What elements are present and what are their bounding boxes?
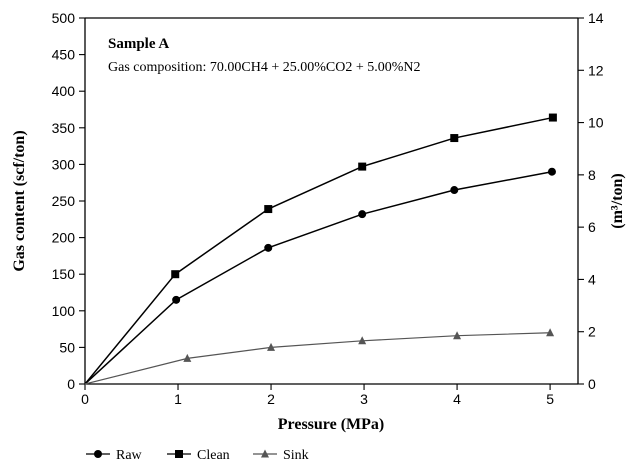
legend-item-clean: Clean (167, 448, 230, 462)
x-tick-label: 1 (174, 391, 182, 407)
y-tick-label: 50 (59, 339, 75, 355)
series-clean (84, 113, 557, 385)
y-tick-label: 400 (52, 83, 76, 99)
x-tick-label: 2 (267, 391, 275, 407)
data-point-raw (547, 167, 556, 176)
series-sink (84, 328, 555, 385)
y2-tick-label: 10 (588, 115, 604, 131)
legend-label-clean: Clean (197, 448, 230, 462)
y-tick-label: 250 (52, 193, 76, 209)
legend-label-sink: Sink (283, 448, 309, 462)
data-point-sink (183, 353, 192, 362)
series-line-sink (84, 332, 551, 385)
data-point-clean (450, 134, 459, 143)
y2-tick-label: 6 (588, 219, 596, 235)
legend-marker-clean (175, 450, 183, 458)
legend: Raw Clean Sink (86, 448, 309, 462)
x-tick-label: 3 (360, 391, 368, 407)
annotation-title: Sample A (108, 36, 169, 52)
legend-label-raw: Raw (116, 448, 143, 462)
data-point-clean (548, 113, 557, 122)
legend-item-raw: Raw (86, 448, 143, 462)
y-axis-title: Gas content (scf/ton) (11, 130, 28, 271)
y2-tick-label: 14 (588, 10, 604, 26)
data-point-sink (358, 336, 367, 345)
data-point-raw (358, 210, 367, 219)
x-tick-label: 5 (546, 391, 554, 407)
y-tick-label: 500 (52, 10, 76, 26)
y2-tick-label: 2 (588, 324, 596, 340)
annotation-text: Gas composition: 70.00CH4 + 25.00%CO2 + … (108, 60, 421, 75)
series-line-clean (84, 116, 554, 385)
y-tick-label: 150 (52, 266, 76, 282)
series-raw (84, 167, 556, 385)
data-point-raw (172, 295, 181, 304)
y2-tick-label: 0 (588, 376, 596, 392)
y2-tick-label: 4 (588, 271, 596, 287)
data-point-clean (358, 162, 367, 171)
data-point-sink (267, 342, 276, 351)
y2-axis-title: (m³/ton) (609, 173, 626, 228)
y-tick-label: 200 (52, 230, 76, 246)
data-point-raw (264, 243, 273, 252)
y2-tick-label: 8 (588, 167, 596, 183)
data-point-clean (264, 205, 273, 214)
x-tick-label: 4 (453, 391, 461, 407)
series-layer (84, 113, 557, 385)
y-tick-label: 300 (52, 156, 76, 172)
legend-item-sink: Sink (253, 448, 309, 462)
data-point-sink (453, 331, 462, 340)
y2-tick-label: 12 (588, 62, 604, 78)
data-point-raw (450, 186, 459, 195)
ticks-layer: 0 1 2 3 4 50501001502002503003504004505000246… (52, 10, 604, 407)
series-line-raw (84, 170, 553, 385)
y-tick-label: 0 (67, 376, 75, 392)
x-axis-title: Pressure (MPa) (278, 416, 384, 433)
y-tick-label: 100 (52, 303, 76, 319)
data-point-sink (546, 328, 555, 337)
y-tick-label: 450 (52, 47, 76, 63)
data-point-clean (171, 270, 180, 279)
x-tick-label: 0 (81, 391, 89, 407)
legend-marker-sink (261, 449, 269, 458)
y-tick-label: 350 (52, 120, 76, 136)
legend-marker-raw (94, 450, 102, 458)
